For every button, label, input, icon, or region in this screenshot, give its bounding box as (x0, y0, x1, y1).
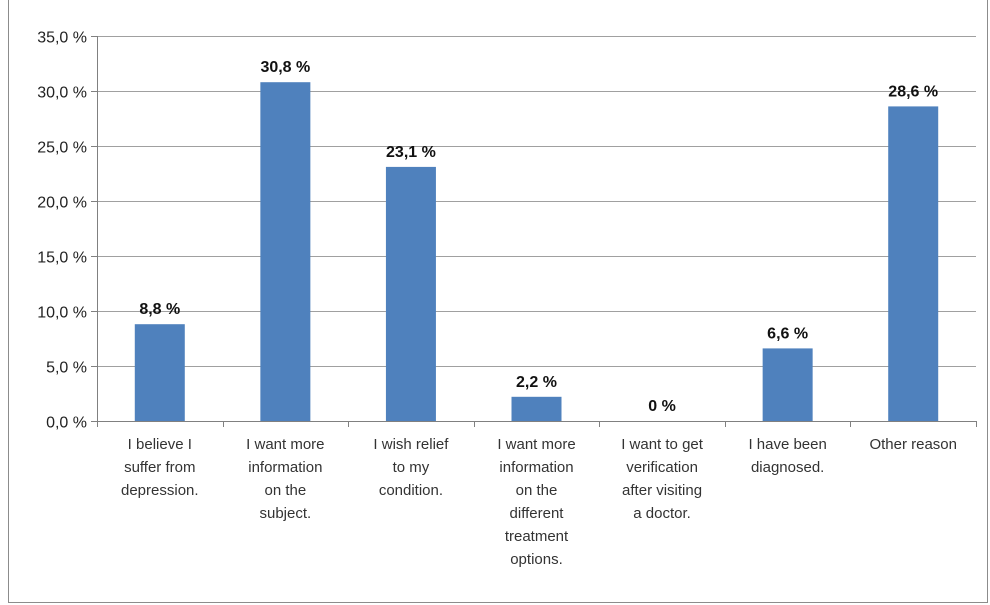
x-tick-label: I want to get verification after visiting a… (621, 436, 704, 522)
x-tick-label: I want more information on the subject. (246, 436, 324, 522)
y-tick-label: 15,0 % (37, 250, 87, 267)
x-tick-label: I have been diagnosed. (748, 436, 826, 476)
data-labels: 8,8 % 30,8 % 23,1 % 2,2 % 0 % 6,6 % 28,6 % (139, 59, 938, 415)
data-label: 0 % (648, 398, 676, 415)
y-tick-label: 30,0 % (37, 85, 87, 102)
data-label: 23,1 % (386, 144, 436, 161)
x-tick-label: Other reason (869, 436, 957, 453)
y-tick-label: 5,0 % (46, 360, 87, 377)
y-tick-label: 0,0 % (46, 415, 87, 432)
y-tick-label: 20,0 % (37, 195, 87, 212)
y-tick-label: 25,0 % (37, 140, 87, 157)
bar (260, 82, 310, 421)
bar (888, 106, 938, 421)
x-tick-label: I wish relief to my condition. (373, 436, 449, 499)
y-axis: 0,0 % 5,0 % 10,0 % 15,0 % 20,0 % 25,0 % 30,0 %… (37, 30, 97, 432)
data-label: 2,2 % (516, 374, 557, 391)
chart-frame: 0,0 % 5,0 % 10,0 % 15,0 % 20,0 % 25,0 % 30,0 %… (8, 0, 988, 603)
bars (135, 82, 938, 421)
data-label: 28,6 % (888, 83, 938, 100)
data-label: 30,8 % (260, 59, 310, 76)
bar (135, 324, 185, 421)
bar (386, 167, 436, 421)
y-tick-label: 35,0 % (37, 30, 87, 47)
data-label: 8,8 % (139, 301, 180, 318)
gridlines (97, 37, 976, 367)
bar-chart: 0,0 % 5,0 % 10,0 % 15,0 % 20,0 % 25,0 % 30,0 %… (9, 0, 989, 603)
y-tick-label: 10,0 % (37, 305, 87, 322)
data-label: 6,6 % (767, 325, 808, 342)
bar (763, 348, 813, 421)
bar (512, 397, 562, 421)
x-tick-label: I want more information on the different tre… (497, 436, 575, 568)
